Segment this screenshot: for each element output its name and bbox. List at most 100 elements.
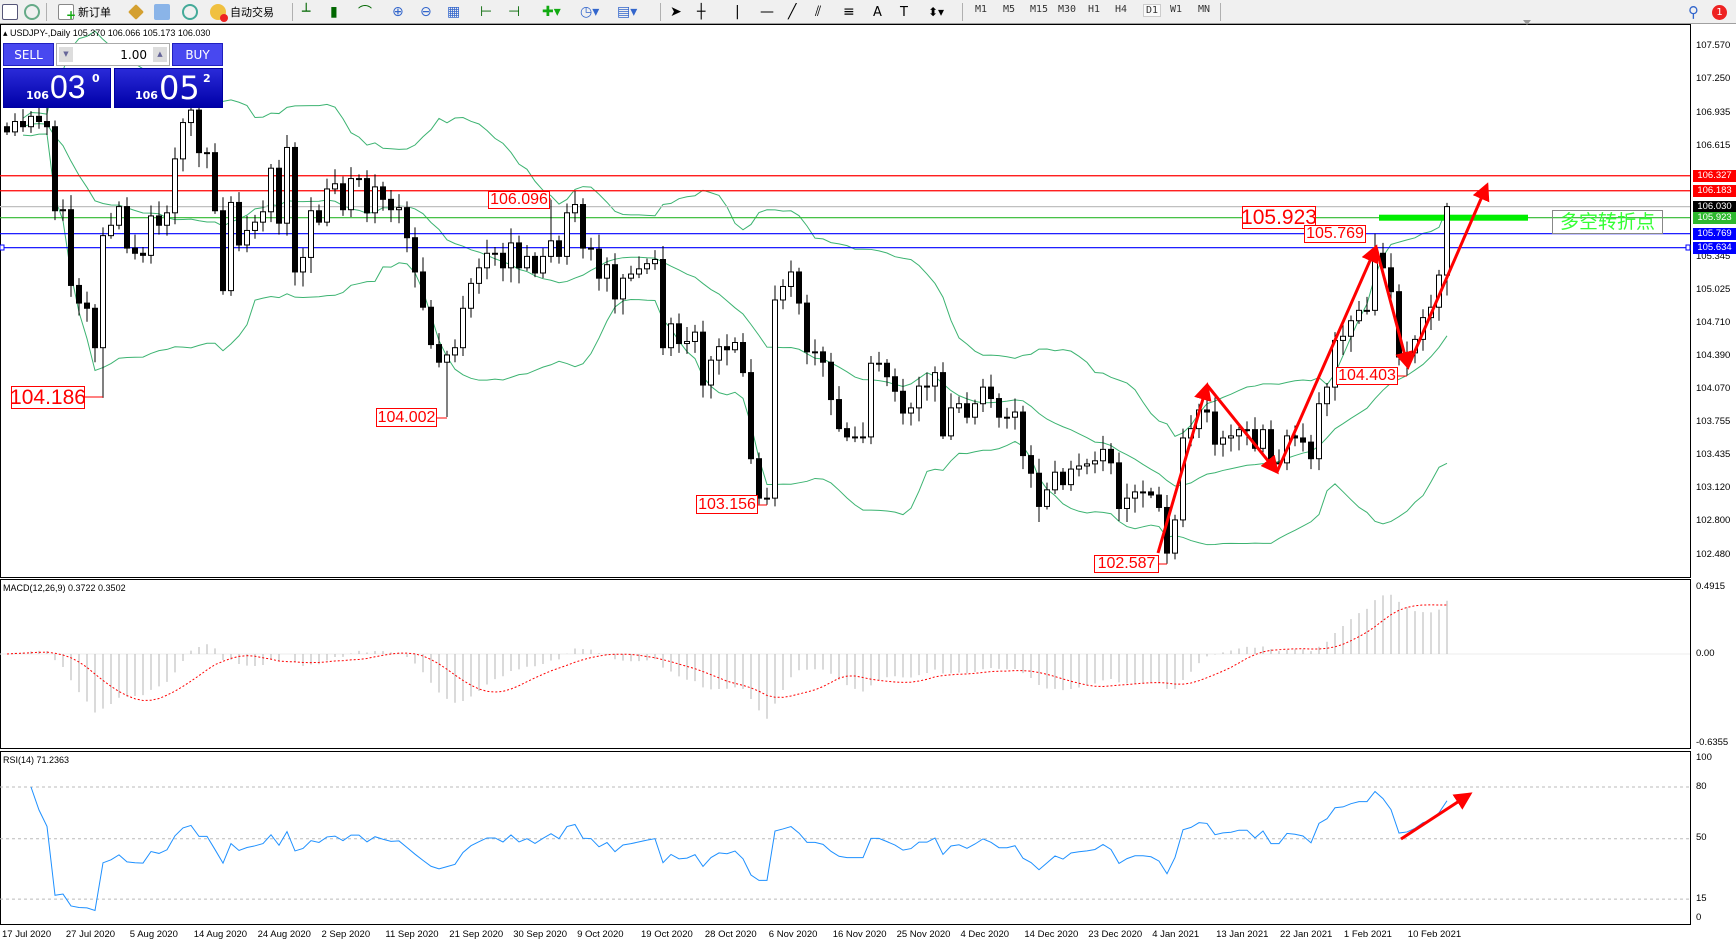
bar-chart-icon[interactable]: ┴ — [302, 4, 311, 20]
chart-shift-icon[interactable]: ⊣ — [508, 4, 521, 20]
candle-bearish — [836, 399, 842, 430]
candle-bullish — [628, 273, 634, 279]
volume-increase-icon[interactable]: ▲ — [153, 47, 167, 62]
line-chart-icon[interactable]: ⌒ — [358, 5, 372, 21]
timeframe-m30[interactable]: M30 — [1058, 4, 1077, 15]
candle-bullish — [444, 354, 450, 363]
candle-bearish — [236, 201, 242, 246]
candle-bearish — [92, 307, 98, 349]
high-label-106096[interactable]: 106.096 — [488, 191, 550, 209]
timeframe-m15[interactable]: M15 — [1030, 4, 1049, 15]
new-order-button[interactable]: + 新订单 — [58, 2, 111, 22]
text-icon[interactable]: A — [873, 4, 882, 20]
chart-symbol: USDJPY-,Daily — [10, 28, 71, 38]
buy-button[interactable]: BUY — [172, 43, 223, 66]
timeframe-mn[interactable]: MN — [1198, 4, 1211, 15]
date-label: 28 Oct 2020 — [704, 929, 757, 940]
date-label: 11 Sep 2020 — [385, 929, 439, 940]
indicators-icon[interactable]: ✚▾ — [542, 4, 561, 20]
candlestick-icon[interactable]: ▮ — [330, 4, 338, 20]
horizontal-line-icon[interactable]: — — [760, 4, 774, 20]
level-price-tag: 106.327 — [1693, 169, 1736, 182]
auto-trading-button[interactable]: 自动交易 — [210, 2, 274, 22]
candle-bullish — [452, 347, 458, 356]
sell-button[interactable]: SELL — [3, 43, 54, 66]
date-label: 16 Nov 2020 — [832, 929, 887, 940]
high-label-105769[interactable]: 105.769 — [1304, 225, 1366, 243]
candle-bullish — [524, 255, 530, 269]
candle-bearish — [412, 237, 418, 273]
candle-bearish — [940, 372, 946, 437]
timeframe-m5[interactable]: M5 — [1003, 4, 1016, 15]
sell-price[interactable]: 106 03 0 — [3, 68, 111, 108]
bollinger-upper — [22, 30, 1448, 437]
low-label-104002[interactable]: 104.002 — [376, 408, 437, 427]
price-tick: 104.070 — [1696, 383, 1731, 394]
candle-bearish — [1020, 411, 1026, 457]
collapse-triangle-icon[interactable]: ▴ — [3, 28, 11, 38]
volume-input[interactable]: 1.00 — [120, 48, 147, 62]
window-icon[interactable] — [2, 2, 18, 22]
low-label-104403[interactable]: 104.403 — [1336, 367, 1398, 385]
line-anchor-handle — [0, 244, 5, 251]
candle-bullish — [924, 385, 930, 388]
bollinger-lower — [22, 133, 1448, 546]
timeframe-h1[interactable]: H1 — [1088, 4, 1101, 15]
candle-bullish — [932, 372, 938, 387]
price-tick: 103.755 — [1696, 416, 1731, 427]
candle-bearish — [316, 210, 322, 223]
low-label-102587[interactable]: 102.587 — [1094, 555, 1159, 573]
candle-bearish — [1268, 429, 1274, 464]
buy-price[interactable]: 106 05 2 — [114, 68, 223, 108]
candle-bullish — [1100, 448, 1106, 462]
candle-bearish — [404, 207, 410, 239]
zoom-in-icon[interactable]: ⊕ — [392, 4, 404, 20]
volume-stepper[interactable]: ▼ 1.00 ▲ — [56, 43, 170, 66]
level-label-105923[interactable]: 105.923 — [1241, 206, 1317, 229]
auto-trading-label: 自动交易 — [230, 6, 274, 19]
candle-bullish — [1356, 309, 1362, 322]
candle-bullish — [916, 385, 922, 409]
candle-bearish — [1156, 494, 1162, 508]
candle-bullish — [244, 229, 250, 246]
level-price-tag: 105.923 — [1693, 211, 1736, 224]
macd-axis-max: 0.4915 — [1696, 581, 1726, 592]
candle-bearish — [1308, 441, 1314, 460]
zoom-out-icon[interactable]: ⊖ — [420, 4, 432, 20]
candle-bearish — [804, 302, 810, 353]
auto-scroll-icon[interactable]: ⊢ — [480, 4, 493, 20]
turning-point-label[interactable]: 多空转折点 — [1552, 210, 1663, 234]
notifications-button[interactable]: 1 — [1712, 2, 1727, 22]
signals-icon[interactable] — [182, 2, 198, 22]
candle-bullish — [972, 403, 978, 418]
arrows-icon[interactable]: ⬍▾ — [928, 5, 945, 19]
rsi-panel-frame — [0, 751, 1691, 925]
timeframe-m1[interactable]: M1 — [975, 4, 988, 15]
crosshair-icon[interactable]: ┼ — [697, 4, 706, 20]
sell-price-pipette: 0 — [92, 72, 100, 85]
search-icon[interactable]: ⚲ — [1688, 3, 1699, 21]
navigator-icon[interactable] — [154, 2, 170, 22]
timeframe-h4[interactable]: H4 — [1115, 4, 1128, 15]
text-label-icon[interactable]: T — [900, 4, 908, 20]
volume-decrease-icon[interactable]: ▼ — [59, 47, 73, 62]
vertical-line-icon[interactable]: | — [735, 4, 740, 20]
fibonacci-icon[interactable]: ≡ — [843, 4, 855, 20]
tile-windows-icon[interactable]: ▦ — [447, 4, 461, 20]
timeframe-w1[interactable]: W1 — [1170, 4, 1183, 15]
timeframe-d1[interactable]: D1 — [1143, 4, 1162, 17]
candle-bullish — [956, 403, 962, 409]
zoom-chart-icon[interactable] — [24, 2, 40, 22]
equidistant-channel-icon[interactable]: ⫽ — [815, 4, 822, 20]
toolbar: + 新订单 自动交易 ┴ ▮ ⌒ ⊕ ⊖ ▦ ⊢ ⊣ ✚▾ ◷▾ ▤▾ ➤ ┼ |… — [0, 0, 1736, 24]
cursor-icon[interactable]: ➤ — [670, 4, 682, 20]
candle-bullish — [876, 362, 882, 365]
rsi-trend-arrow — [1400, 792, 1473, 841]
trendline-icon[interactable]: ╱ — [788, 4, 797, 20]
low-label-104186[interactable]: 104.186 — [10, 386, 86, 409]
low-label-103156[interactable]: 103.156 — [696, 495, 758, 514]
periods-icon[interactable]: ◷▾ — [580, 4, 600, 20]
templates-icon[interactable]: ▤▾ — [617, 4, 638, 20]
candle-bearish — [900, 390, 906, 414]
